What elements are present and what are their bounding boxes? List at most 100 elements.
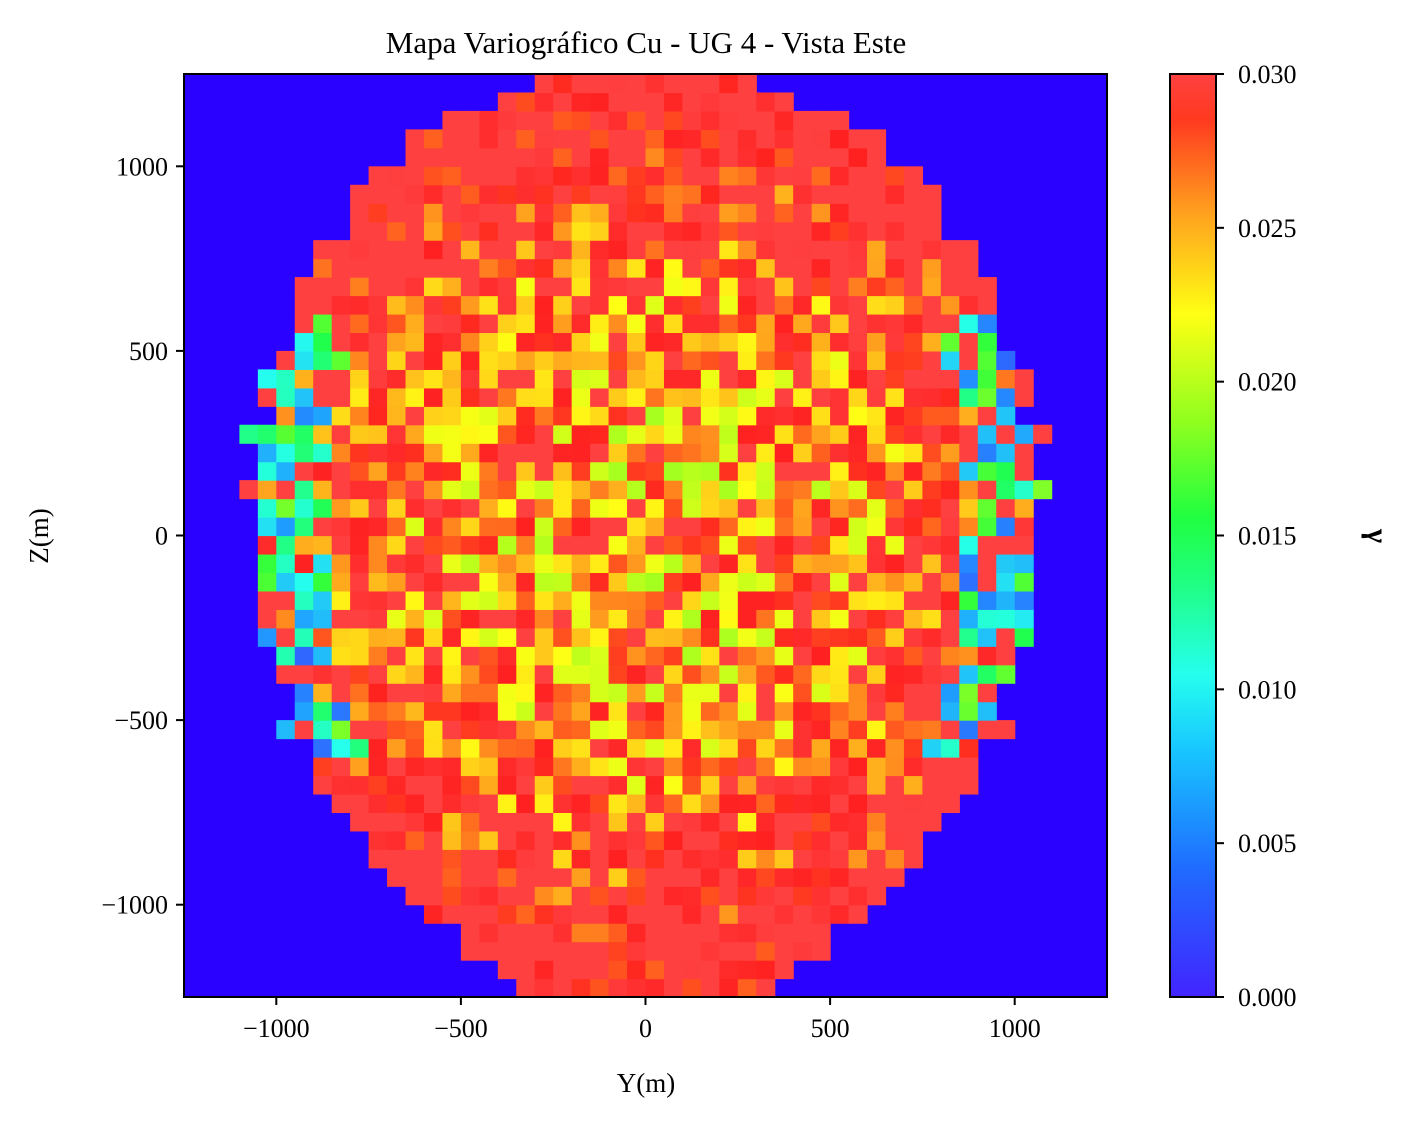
heatmap-cell [811,184,831,204]
heatmap-cell [719,480,739,500]
heatmap-cell [590,110,610,130]
heatmap-cell [682,166,702,186]
heatmap-cell [553,812,573,832]
heatmap-cell [405,166,425,186]
heatmap-cell [294,553,314,574]
heatmap-cell [571,535,591,555]
heatmap-cell [276,461,296,481]
heatmap-cell [663,886,684,906]
heatmap-cell [423,738,444,758]
heatmap-cell [553,572,573,592]
heatmap-cell [700,332,720,352]
heatmap-cell [627,646,647,666]
heatmap-cell [534,147,554,167]
x-tick-label: −1000 [243,1014,310,1043]
heatmap-cell [645,240,665,260]
heatmap-cell [719,720,739,740]
heatmap-cell [682,350,702,370]
heatmap-cell [774,849,794,869]
heatmap-cell [479,553,499,574]
heatmap-cell [387,609,407,629]
heatmap-cell [793,830,813,850]
heatmap-cell [313,240,333,260]
heatmap-cell [331,535,351,555]
heatmap-cell [885,627,905,647]
heatmap-cell [571,904,591,924]
heatmap-cell [737,240,757,260]
heatmap-cell [922,757,942,777]
heatmap-cell [811,203,831,223]
heatmap-cell [516,646,536,666]
heatmap-cell [867,664,887,684]
heatmap-cell [479,387,499,407]
heatmap-cell [811,867,831,887]
heatmap-cell [479,701,499,721]
heatmap-cell [350,498,370,518]
heatmap-cell [590,720,610,740]
heatmap-cell [608,683,628,703]
heatmap-cell [460,720,480,740]
heatmap-cell [663,960,684,980]
heatmap-cell [294,350,314,370]
heatmap-cell [700,830,720,850]
heatmap-cell [922,203,942,223]
heatmap-cell [460,166,480,186]
heatmap-cell [423,757,444,777]
heatmap-cell [627,406,647,426]
heatmap-cell [553,775,573,795]
heatmap-cell [294,480,314,500]
heatmap-cell [867,443,887,463]
heatmap-cell [663,775,684,795]
heatmap-cell [959,332,979,352]
heatmap-cell [387,406,407,426]
heatmap-cell [590,203,610,223]
heatmap-cell [922,572,942,592]
heatmap-cell [516,664,536,684]
heatmap-cell [977,461,997,481]
heatmap-cell [350,480,370,500]
heatmap-cell [553,941,573,961]
heatmap-cell [387,166,407,186]
heatmap-cell [350,443,370,463]
heatmap-cell [368,166,388,186]
heatmap-cell [737,590,757,610]
heatmap-cell [663,166,684,186]
heatmap-cell [442,369,462,389]
heatmap-cell [922,720,942,740]
y-axis-label: Z(m) [24,508,54,563]
heatmap-cell [497,221,517,241]
heatmap-cell [940,406,960,426]
heatmap-cell [830,424,850,444]
heatmap-cell [830,609,850,629]
heatmap-cell [460,572,480,592]
heatmap-cell [460,553,480,574]
heatmap-cell [867,757,887,777]
heatmap-cell [387,277,407,297]
heatmap-cell [479,757,499,777]
heatmap-cell [774,757,794,777]
heatmap-cell [848,590,868,610]
heatmap-cell [608,775,628,795]
heatmap-cell [442,886,462,906]
heatmap-cell [848,609,868,629]
heatmap-cell [645,683,665,703]
heatmap-cell [423,793,444,813]
heatmap-cell [793,738,813,758]
heatmap-cell [811,590,831,610]
heatmap-cell [663,609,684,629]
heatmap-cell [387,849,407,869]
heatmap-cell [867,350,887,370]
heatmap-cell [774,609,794,629]
heatmap-cell [479,166,499,186]
heatmap-cell [719,830,739,850]
heatmap-cell [774,461,794,481]
heatmap-cell [645,572,665,592]
heatmap-cell [553,406,573,426]
heatmap-cell [608,590,628,610]
heatmap-cell [682,129,702,149]
heatmap-cell [682,720,702,740]
heatmap-cell [387,867,407,887]
heatmap-cell [830,664,850,684]
heatmap-cell [867,129,887,149]
heatmap-cell [331,646,351,666]
